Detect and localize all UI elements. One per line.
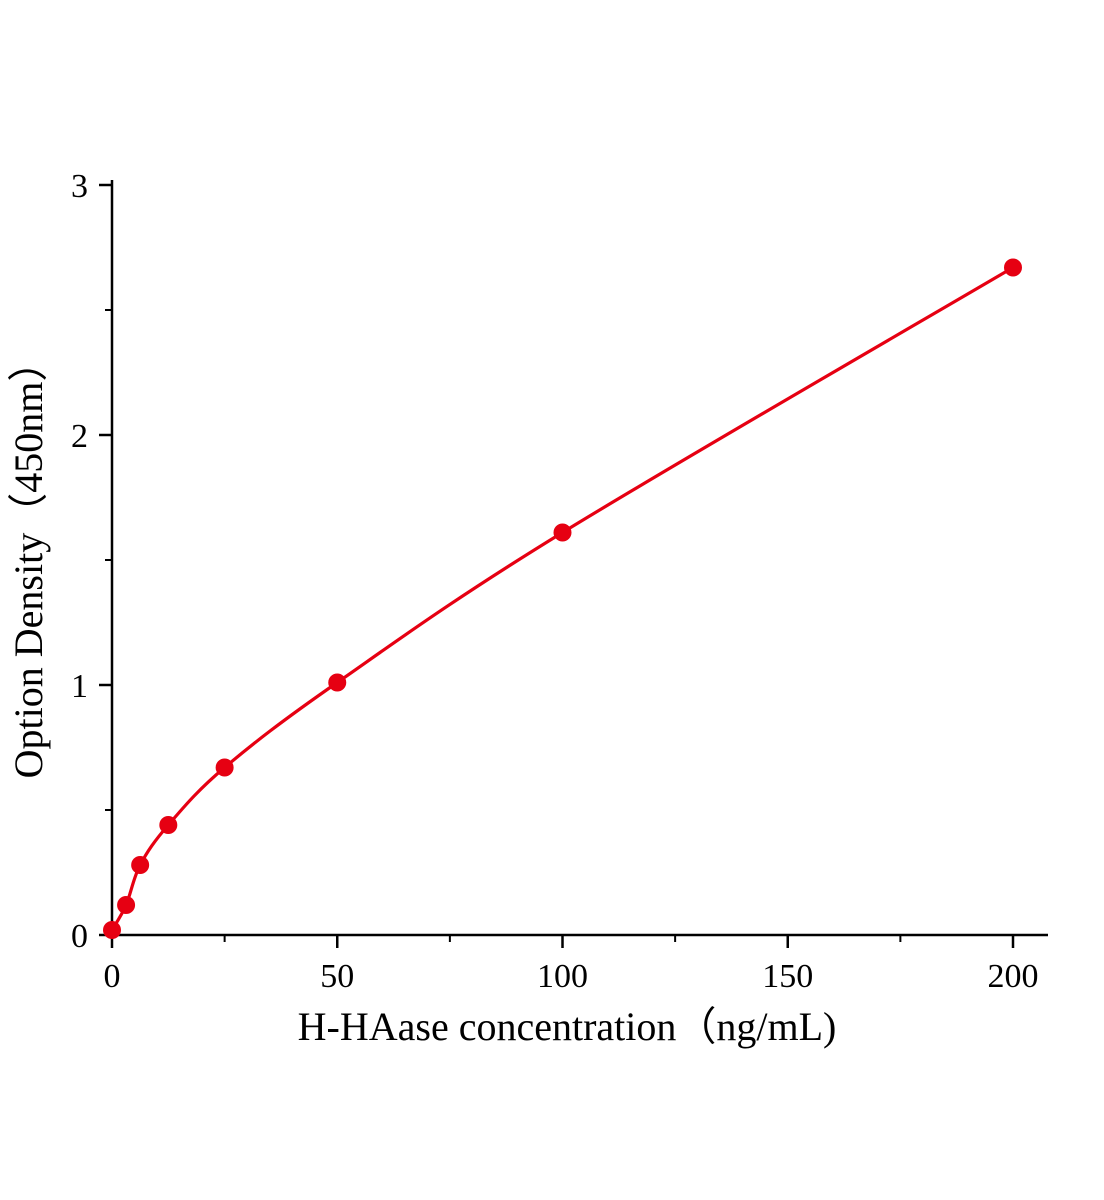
y-tick-label: 3 <box>71 168 88 205</box>
y-tick-label: 0 <box>71 918 88 955</box>
y-tick-label: 1 <box>71 668 88 705</box>
y-axis-title: Option Density（450nm） <box>6 342 51 779</box>
data-point-marker <box>328 673 347 692</box>
data-point-marker <box>117 896 136 914</box>
x-tick-label: 100 <box>537 958 588 995</box>
x-tick-label: 150 <box>762 958 813 995</box>
y-tick-label: 2 <box>71 418 88 455</box>
plot-generated-layer: 0 50 100 150 200 0 1 2 3 <box>71 168 1048 995</box>
data-point-marker <box>131 856 150 874</box>
data-point-marker <box>1004 258 1022 277</box>
standard-curve-line <box>110 265 1015 932</box>
data-point-marker <box>553 523 572 542</box>
data-point-marker <box>159 816 178 834</box>
x-tick-label: 200 <box>988 958 1039 995</box>
data-point-marker <box>103 921 121 939</box>
data-point-marker <box>215 758 234 777</box>
x-axis-title: H-HAase concentration（ng/mL) <box>298 1004 837 1049</box>
x-tick-label: 0 <box>104 958 121 995</box>
x-tick-label: 50 <box>320 958 354 995</box>
